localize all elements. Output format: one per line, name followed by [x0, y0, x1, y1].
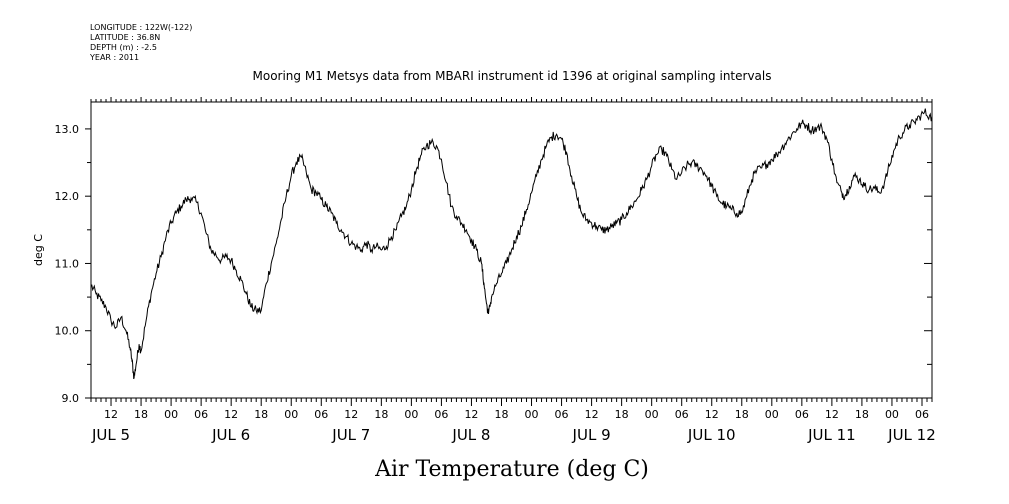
date-label: JUL 11 — [807, 426, 856, 444]
y-tick-label: 13.0 — [55, 123, 80, 136]
hour-tick-label: 12 — [705, 408, 719, 421]
date-label: JUL 5 — [91, 426, 130, 444]
y-tick-label: 12.0 — [55, 190, 80, 203]
y-axis-label: deg C — [32, 234, 45, 266]
y-tick-label: 10.0 — [55, 325, 80, 338]
hour-tick-label: 12 — [825, 408, 839, 421]
hour-tick-label: 00 — [525, 408, 539, 421]
hour-tick-label: 06 — [434, 408, 448, 421]
hour-tick-labels: 12 18 00 06 12 18 00 06 12 18 00 06 12 18 00 06 12 18 00 06… — [104, 408, 929, 421]
hour-tick-label: 18 — [374, 408, 388, 421]
hour-tick-label: 00 — [284, 408, 298, 421]
hour-tick-label: 06 — [795, 408, 809, 421]
hour-tick-label: 00 — [645, 408, 659, 421]
hour-tick-label: 12 — [104, 408, 118, 421]
hour-tick-label: 12 — [344, 408, 358, 421]
hour-tick-label: 06 — [314, 408, 328, 421]
y-tick-label: 9.0 — [62, 392, 80, 405]
hour-tick-label: 12 — [585, 408, 599, 421]
hour-tick-label: 06 — [555, 408, 569, 421]
date-label: JUL 6 — [211, 426, 250, 444]
hour-tick-label: 18 — [735, 408, 749, 421]
hour-tick-label: 18 — [615, 408, 629, 421]
hour-tick-label: 18 — [134, 408, 148, 421]
bottom-ticks — [90, 398, 933, 406]
right-ticks — [924, 128, 932, 399]
date-label: JUL 8 — [451, 426, 490, 444]
y-tick-labels: 9.0 10.0 11.0 12.0 13.0 — [55, 123, 80, 405]
hour-tick-label: 18 — [494, 408, 508, 421]
date-label: JUL 7 — [331, 426, 370, 444]
hour-tick-label: 00 — [885, 408, 899, 421]
air-temperature-series — [91, 108, 933, 380]
metadata-latitude: LATITUDE : 36.8N — [90, 33, 160, 42]
hour-tick-label: 06 — [915, 408, 929, 421]
footer-title: Air Temperature (deg C) — [374, 457, 649, 482]
left-ticks — [85, 128, 91, 399]
hour-tick-label: 06 — [675, 408, 689, 421]
hour-tick-label: 00 — [164, 408, 178, 421]
hour-tick-label: 06 — [194, 408, 208, 421]
hour-tick-label: 12 — [224, 408, 238, 421]
date-label: JUL 12 — [887, 426, 936, 444]
date-label: JUL 9 — [572, 426, 611, 444]
date-label: JUL 10 — [687, 426, 736, 444]
chart-title: Mooring M1 Metsys data from MBARI instru… — [253, 69, 772, 83]
hour-tick-label: 12 — [464, 408, 478, 421]
metadata-block: LONGITUDE : 122W(-122) LATITUDE : 36.8N … — [89, 23, 192, 62]
top-minor-ticks — [90, 97, 933, 102]
metadata-depth: DEPTH (m) : -2.5 — [90, 43, 157, 52]
date-labels: JUL 5 JUL 6 JUL 7 JUL 8 JUL 9 JUL 10 JUL 11 JUL… — [91, 426, 936, 444]
y-tick-label: 11.0 — [55, 257, 80, 270]
hour-tick-label: 00 — [404, 408, 418, 421]
hour-tick-label: 18 — [254, 408, 268, 421]
metadata-longitude: LONGITUDE : 122W(-122) — [90, 23, 192, 32]
hour-tick-label: 00 — [765, 408, 779, 421]
metadata-year: YEAR : 2011 — [89, 53, 139, 62]
hour-tick-label: 18 — [855, 408, 869, 421]
